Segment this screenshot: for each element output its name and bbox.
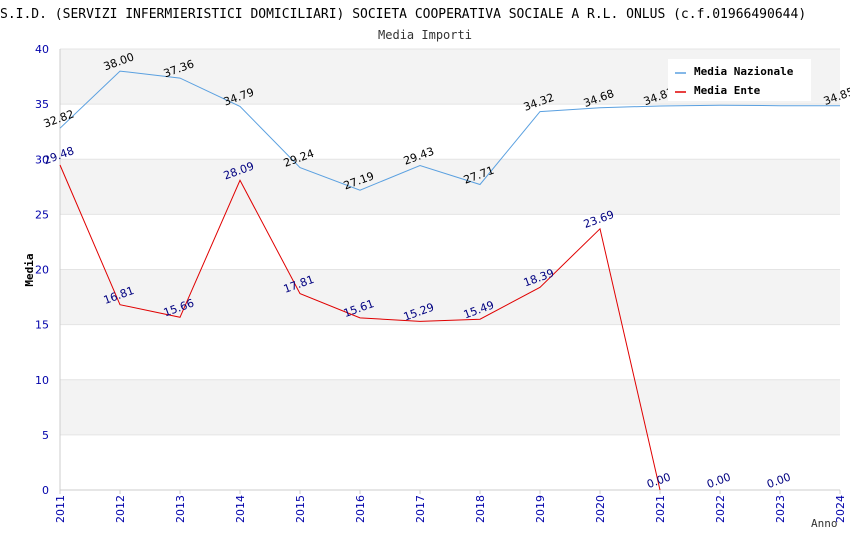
x-tick-label: 2011 bbox=[54, 495, 67, 523]
y-tick-label: 20 bbox=[35, 264, 49, 277]
plot-band bbox=[60, 434, 840, 490]
y-tick-label: 0 bbox=[42, 484, 49, 497]
x-tick-label: 2021 bbox=[654, 495, 667, 523]
axes bbox=[59, 49, 840, 491]
plot-band bbox=[60, 214, 840, 270]
chart-title: S.I.D. (SERVIZI INFERMIERISTICI DOMICILI… bbox=[0, 7, 806, 22]
x-tick-label: 2024 bbox=[834, 495, 847, 523]
x-tick-label: 2018 bbox=[474, 495, 487, 523]
plot-band bbox=[60, 159, 840, 215]
x-tick-label: 2022 bbox=[714, 495, 727, 523]
legend-label-media-nazionale: Media Nazionale bbox=[694, 65, 794, 78]
legend-box bbox=[668, 59, 811, 101]
x-tick-labels: 2011 2012 2013 2014 2015 2016 2017 2018 2019 2020… bbox=[54, 490, 847, 523]
y-axis-label: Media bbox=[23, 253, 36, 286]
x-tick-label: 2013 bbox=[174, 495, 187, 523]
x-tick-label: 2012 bbox=[114, 495, 127, 523]
x-tick-label: 2023 bbox=[774, 495, 787, 523]
plot-bands bbox=[60, 49, 840, 490]
y-tick-label: 15 bbox=[35, 319, 49, 332]
y-tick-label: 40 bbox=[35, 43, 49, 56]
plot-band bbox=[60, 104, 840, 160]
plot-band bbox=[60, 324, 840, 380]
legend-label-media-ente: Media Ente bbox=[694, 84, 761, 97]
plot-band bbox=[60, 379, 840, 435]
series-line-media-nazionale bbox=[59, 70, 841, 191]
plot-band bbox=[60, 269, 840, 325]
legend: Media Nazionale Media Ente bbox=[668, 59, 811, 101]
y-tick-label: 25 bbox=[35, 208, 49, 221]
y-tick-label: 5 bbox=[42, 429, 49, 442]
x-tick-label: 2015 bbox=[294, 495, 307, 523]
x-tick-label: 2014 bbox=[234, 495, 247, 523]
y-tick-label: 30 bbox=[35, 153, 49, 166]
series-lines bbox=[59, 70, 841, 491]
x-axis-label: Anno bbox=[811, 517, 838, 530]
x-tick-label: 2019 bbox=[534, 495, 547, 523]
series-line-media-ente bbox=[59, 164, 661, 491]
x-tick-label: 2020 bbox=[594, 495, 607, 523]
y-tick-label: 10 bbox=[35, 374, 49, 387]
y-tick-label: 35 bbox=[35, 98, 49, 111]
y-tick-labels: 0 5 10 15 20 25 30 35 40 bbox=[35, 43, 49, 497]
x-tick-label: 2017 bbox=[414, 495, 427, 523]
chart-subtitle: Media Importi bbox=[378, 28, 472, 42]
x-tick-label: 2016 bbox=[354, 495, 367, 523]
